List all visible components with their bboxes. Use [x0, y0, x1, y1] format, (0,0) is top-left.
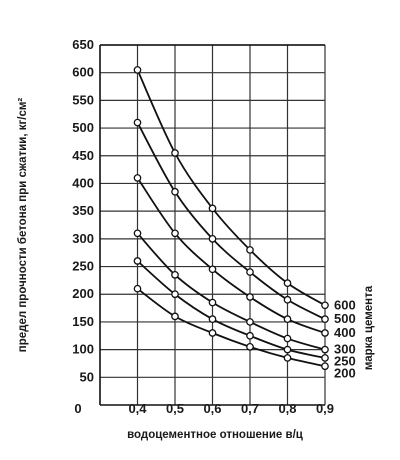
y-tick-label: 150	[72, 314, 94, 329]
data-point	[321, 301, 329, 310]
y-tick-label: 100	[72, 342, 94, 357]
data-point	[171, 312, 179, 321]
grade-label: 250	[334, 354, 356, 369]
tick-labels: 50 100 150 200 250 300 350 400 450 500 550 600 650 0 0…	[72, 37, 334, 416]
series-layer	[133, 66, 329, 371]
grade-label: 400	[334, 325, 356, 340]
y-tick-label: 300	[72, 231, 94, 246]
data-point	[133, 229, 142, 238]
x-tick-label: 0,5	[166, 401, 184, 416]
x-tick-label: 0,9	[316, 401, 334, 416]
y-tick-label: 250	[72, 259, 94, 274]
x-axis-title: водоцементное отношение в/ц	[127, 429, 303, 441]
data-point	[133, 257, 142, 265]
y-tick-label: 600	[72, 65, 94, 80]
grade-label: 300	[334, 342, 356, 357]
data-point	[246, 246, 254, 254]
data-point	[171, 229, 179, 238]
data-point	[133, 174, 142, 182]
data-point	[171, 187, 179, 196]
data-point	[133, 118, 142, 127]
x-tick-label: 0,6	[203, 401, 221, 416]
data-point	[321, 329, 329, 337]
data-point	[208, 315, 217, 324]
x-tick-label: 0,7	[241, 401, 259, 416]
y-tick-label: 450	[72, 148, 94, 163]
data-point	[208, 234, 217, 243]
x-origin-label: 0	[74, 401, 81, 416]
data-point	[208, 265, 217, 274]
y-tick-label: 50	[80, 369, 94, 384]
y-tick-label: 500	[72, 120, 94, 135]
data-point	[283, 334, 292, 343]
data-point	[321, 315, 329, 324]
data-point	[283, 315, 292, 324]
series-line-300	[136, 232, 326, 351]
data-point	[283, 345, 292, 354]
grade-label: 500	[334, 311, 356, 326]
data-point	[321, 354, 329, 362]
data-point	[246, 342, 254, 351]
y-axis-title: предел прочности бетона при сжатии, кг/с…	[17, 98, 29, 353]
data-point	[283, 279, 292, 288]
data-point	[283, 354, 292, 362]
legend-title: марка цемента	[363, 285, 375, 370]
data-point	[208, 204, 217, 213]
y-tick-label: 550	[72, 92, 94, 107]
data-point	[171, 290, 179, 299]
series-line-600	[136, 69, 326, 307]
grade-label: 600	[334, 297, 356, 312]
grade-label: 200	[334, 366, 356, 381]
y-tick-label: 350	[72, 203, 94, 218]
data-point	[321, 345, 329, 354]
data-point	[321, 362, 329, 371]
axes	[99, 44, 325, 406]
data-point	[171, 149, 179, 157]
data-point	[246, 318, 254, 326]
x-tick-label: 0,4	[128, 401, 147, 416]
data-point	[246, 293, 254, 301]
data-point	[208, 329, 217, 337]
x-tick-label: 0,8	[278, 401, 296, 416]
data-point	[283, 295, 292, 304]
y-tick-label: 400	[72, 175, 94, 190]
data-point	[208, 298, 217, 307]
data-point	[171, 270, 179, 279]
y-tick-label: 200	[72, 286, 94, 301]
data-point	[246, 268, 254, 276]
y-tick-label: 650	[72, 37, 94, 52]
data-point	[133, 284, 142, 293]
data-point	[246, 331, 254, 340]
data-point	[133, 66, 142, 74]
